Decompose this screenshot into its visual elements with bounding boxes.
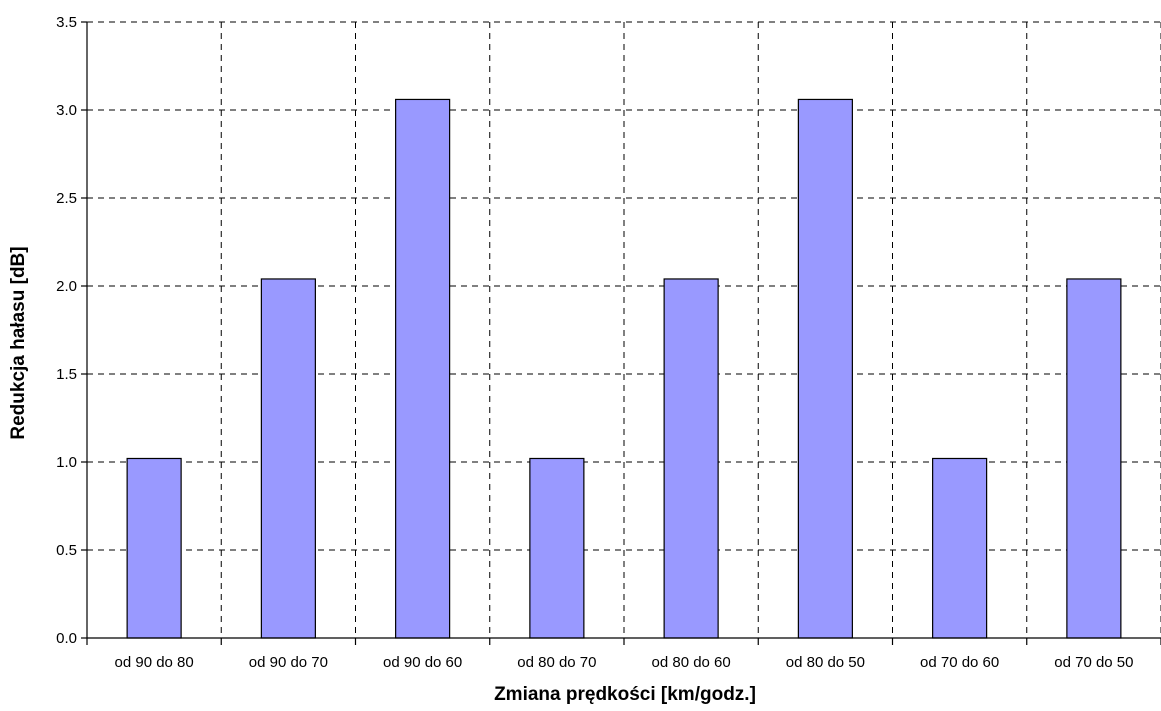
y-tick-label: 3.0 [56,102,77,119]
axes [81,21,1161,645]
y-tick-label: 0.5 [56,542,77,559]
y-tick-label: 3.5 [56,14,77,31]
bar-1 [126,457,182,639]
y-tick-label: 1.5 [56,366,77,383]
x-tick-label: od 70 do 60 [920,654,999,671]
x-tick-label: od 80 do 70 [517,654,596,671]
x-tick-label: od 90 do 70 [249,654,328,671]
bar-2 [260,278,316,639]
bar-6 [797,98,853,639]
y-tick-label: 2.0 [56,278,77,295]
x-tick-label: od 90 do 80 [115,654,194,671]
grid-lines [87,21,1161,638]
bar-8 [1066,278,1122,639]
x-tick-label: od 70 do 50 [1054,654,1133,671]
bars [126,98,1122,639]
x-axis-title: Zmiana prędkości [km/godz.] [494,684,756,705]
x-tick-label: od 90 do 60 [383,654,462,671]
y-tick-labels: 0.0 0.5 1.0 1.5 2.0 2.5 3.0 3.5 [56,14,77,647]
x-tick-label: od 80 do 50 [786,654,865,671]
bar-5 [663,278,719,639]
y-tick-label: 0.0 [56,630,77,647]
bar-3 [395,98,451,639]
x-tick-label: od 80 do 60 [652,654,731,671]
bar-4 [529,457,585,639]
y-axis-title: Redukcja hałasu [dB] [8,246,29,439]
y-tick-label: 1.0 [56,454,77,471]
x-tick-labels: od 90 do 80 od 90 do 70 od 90 do 60 od 80 d… [115,654,1134,671]
y-tick-label: 2.5 [56,190,77,207]
bar-7 [932,457,988,639]
